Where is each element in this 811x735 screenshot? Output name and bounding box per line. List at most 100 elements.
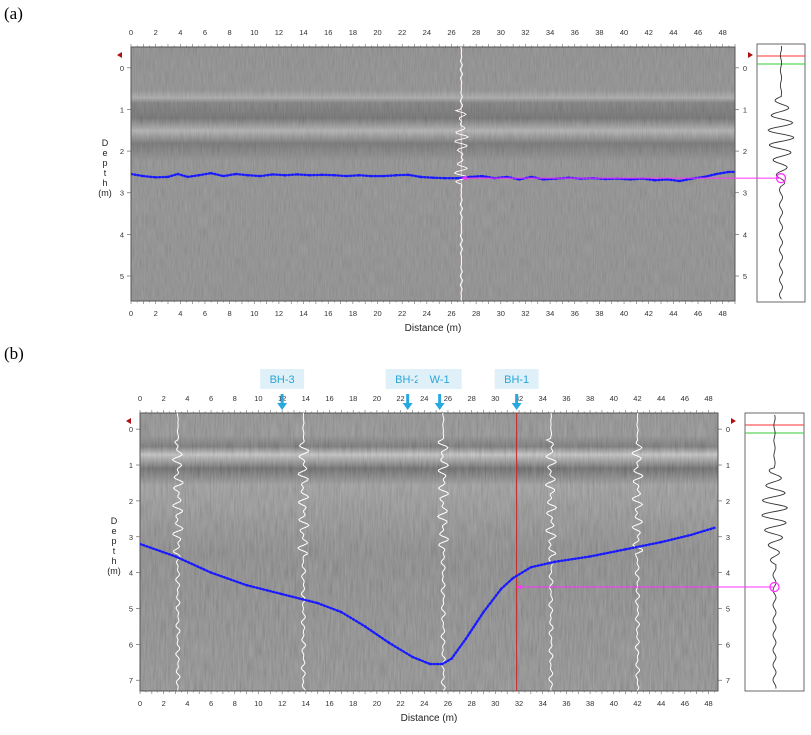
- y-tick-label: 3: [120, 189, 124, 198]
- x-tick-label-top: 44: [657, 394, 665, 403]
- y-tick-label-right: 2: [743, 147, 747, 156]
- x-tick-label-top: 16: [324, 28, 332, 37]
- x-tick-label-top: 22: [396, 394, 404, 403]
- borehole-arrow-head: [277, 403, 288, 410]
- interface-segment: [197, 171, 213, 177]
- interface-segment: [715, 170, 731, 176]
- interface-segment: [440, 657, 453, 666]
- x-tick-label-top: 14: [302, 394, 310, 403]
- interface-segment: [357, 174, 373, 178]
- interface-segment: [316, 601, 343, 614]
- y-tick-label: 0: [129, 425, 133, 434]
- y-tick-label-right: 5: [743, 272, 747, 281]
- interface-segment: [174, 555, 213, 574]
- x-tick-label: 44: [657, 699, 665, 708]
- plot-frame: [139, 412, 719, 692]
- y-tick-label: 2: [120, 147, 124, 156]
- interface-segment: [678, 177, 694, 183]
- interface-segment: [419, 175, 435, 179]
- x-tick-label-top: 40: [610, 394, 618, 403]
- interface-segment: [363, 625, 390, 644]
- x-tick-label: 6: [209, 699, 213, 708]
- y-axis-label-letter: D: [111, 516, 118, 526]
- interface-segment: [186, 174, 200, 179]
- wiggle-waveform: [761, 414, 788, 689]
- x-tick-label: 2: [162, 699, 166, 708]
- x-tick-label-top: 18: [349, 394, 357, 403]
- borehole-arrow-head: [434, 403, 445, 410]
- x-tick-label: 46: [694, 309, 702, 318]
- y-tick-label: 2: [129, 497, 133, 506]
- y-tick-label: 4: [120, 230, 124, 239]
- x-tick-label: 26: [444, 699, 452, 708]
- x-tick-label: 18: [349, 309, 357, 318]
- wiggle-trace: [297, 413, 310, 691]
- interface-segment: [553, 555, 592, 564]
- x-tick-label-top: 14: [299, 28, 307, 37]
- y-axis-label-letter: t: [113, 546, 116, 556]
- y-tick-label: 0: [120, 64, 124, 73]
- panel-a-chart: 0022446688101012121414161618182020222224…: [98, 28, 806, 334]
- x-tick-label: 32: [521, 309, 529, 318]
- panel-b-label: (b): [4, 344, 24, 363]
- x-tick-label: 10: [250, 309, 258, 318]
- interface-segment: [689, 526, 716, 537]
- wiggle-panel-frame: [744, 412, 805, 692]
- y-axis: 0 0 1 1 2 2 3 3 4 4 5 5: [120, 64, 747, 281]
- x-tick-label: 48: [719, 309, 727, 318]
- borehole-arrow-head: [402, 403, 413, 410]
- y-axis-label-letter: e: [111, 526, 116, 536]
- interface-segment: [653, 178, 669, 182]
- y-tick-label-right: 6: [726, 640, 730, 649]
- y-tick-label-right: 7: [726, 676, 730, 685]
- y-axis-label-letter: p: [111, 536, 116, 546]
- wiggle-waveform: [767, 45, 795, 300]
- interface-segment: [616, 177, 632, 181]
- interface-segment: [259, 173, 274, 178]
- x-tick-label: 0: [138, 699, 142, 708]
- x-tick-label: 34: [539, 699, 547, 708]
- x-tick-label-top: 38: [595, 28, 603, 37]
- y-axis-label-letter: t: [104, 168, 107, 178]
- interface-segment: [387, 641, 414, 659]
- interface-segment: [659, 533, 692, 544]
- interface-segment: [271, 173, 287, 177]
- panel-b-chart: 0022446688101012121414161618182020222224…: [107, 369, 805, 724]
- start-marker: [126, 418, 131, 424]
- interface-segment: [340, 610, 367, 628]
- x-tick-label-top: 22: [398, 28, 406, 37]
- x-tick-label: 16: [324, 309, 332, 318]
- y-tick-label-right: 1: [743, 105, 747, 114]
- interface-segment: [529, 560, 556, 569]
- x-tick-label: 8: [228, 309, 232, 318]
- panel-a-label: (a): [4, 4, 23, 23]
- interface-segment: [333, 174, 348, 178]
- x-tick-label-top: 30: [497, 28, 505, 37]
- x-tick-label: 24: [420, 699, 428, 708]
- x-tick-label-top: 2: [154, 28, 158, 37]
- y-axis-unit: (m): [107, 566, 121, 576]
- x-tick-label-top: 44: [669, 28, 677, 37]
- y-tick-label-right: 4: [743, 230, 747, 239]
- y-tick-label-right: 3: [726, 533, 730, 542]
- y-tick-label-right: 0: [743, 64, 747, 73]
- x-tick-label-top: 10: [250, 28, 258, 37]
- x-tick-label-top: 38: [586, 394, 594, 403]
- borehole-label-box: [417, 369, 462, 389]
- x-tick-label-top: 4: [178, 28, 182, 37]
- x-tick-label-top: 46: [694, 28, 702, 37]
- marker-arrow: [516, 584, 522, 590]
- y-axis-label-letter: D: [102, 138, 109, 148]
- interface-segment: [283, 173, 299, 177]
- x-tick-label-top: 0: [129, 28, 133, 37]
- x-tick-label: 16: [325, 699, 333, 708]
- x-tick-label-top: 30: [491, 394, 499, 403]
- x-tick-label: 20: [373, 699, 381, 708]
- interface-segment: [280, 592, 319, 605]
- y-tick-label-right: 0: [726, 425, 730, 434]
- interface-segment: [246, 174, 262, 178]
- interface-segment: [209, 571, 248, 587]
- x-tick-label-top: 40: [620, 28, 628, 37]
